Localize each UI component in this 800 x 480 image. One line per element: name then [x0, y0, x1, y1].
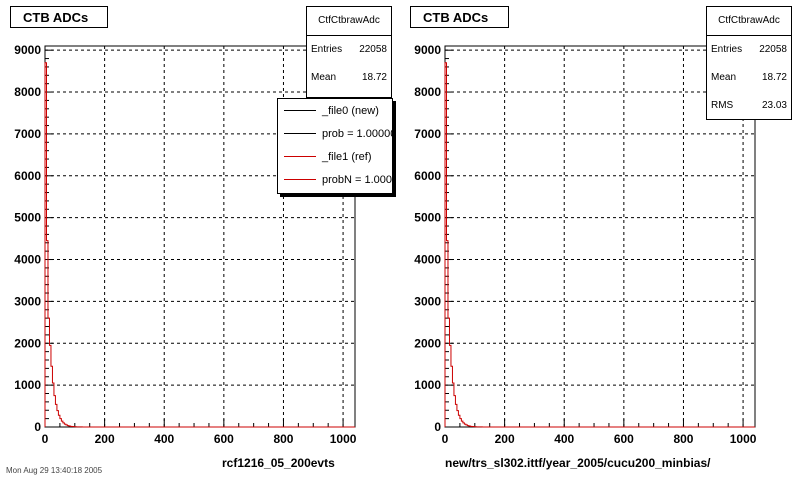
legend-entry: _file1 (ref) [278, 145, 392, 168]
left-stats-label: Entries [311, 44, 343, 55]
left-title-box: CTB ADCs [10, 6, 108, 28]
legend-entry: probN = 1.000000 [278, 168, 392, 191]
x-tick-label: 400 [154, 432, 174, 446]
legend-text: _file1 (ref) [322, 150, 372, 163]
x-tick-label: 1000 [330, 432, 357, 446]
y-tick-label: 8000 [414, 85, 441, 99]
left-x-axis-label: rcf1216_05_200evts [222, 456, 335, 470]
right-stats-box: CtfCtbrawAdc Entries 22058 Mean 18.72 RM… [706, 6, 792, 120]
left-chart-title: CTB ADCs [23, 10, 89, 25]
x-tick-label: 0 [442, 432, 449, 446]
left-legend: _file0 (new) prob = 1.000000 _file1 (ref… [277, 98, 393, 194]
y-tick-label: 4000 [414, 253, 441, 267]
legend-line-black [284, 110, 316, 111]
x-tick-label: 800 [273, 432, 293, 446]
y-tick-label: 4000 [14, 253, 41, 267]
right-stats-name: CtfCtbrawAdc [707, 7, 791, 36]
x-tick-label: 200 [95, 432, 115, 446]
right-stats-label: Mean [711, 72, 737, 83]
right-stats-row-entries: Entries 22058 [707, 36, 791, 64]
y-tick-label: 2000 [14, 336, 41, 350]
y-tick-label: 5000 [414, 211, 441, 225]
y-tick-label: 6000 [414, 169, 441, 183]
y-tick-label: 7000 [414, 127, 441, 141]
histogram-series [444, 62, 755, 428]
x-tick-label: 200 [495, 432, 515, 446]
y-tick-label: 9000 [14, 43, 41, 57]
x-tick-label: 0 [42, 432, 49, 446]
left-stats-value: 22058 [359, 44, 387, 55]
legend-line-red [284, 179, 316, 180]
right-title-box: CTB ADCs [410, 6, 509, 28]
y-tick-label: 1000 [414, 378, 441, 392]
legend-entry: prob = 1.000000 [278, 122, 392, 145]
y-tick-label: 1000 [14, 378, 41, 392]
footer-timestamp: Mon Aug 29 13:40:18 2005 [6, 466, 103, 475]
right-chart-title: CTB ADCs [423, 10, 489, 25]
right-x-axis-label: new/trs_sl302.ittf/year_2005/cucu200_min… [445, 456, 711, 470]
y-tick-label: 5000 [14, 211, 41, 225]
x-tick-label: 800 [673, 432, 693, 446]
x-tick-label: 1000 [730, 432, 757, 446]
legend-line-red [284, 156, 316, 157]
left-stats-value: 18.72 [361, 72, 387, 83]
right-stats-value: 23.03 [761, 100, 787, 111]
y-tick-label: 3000 [414, 294, 441, 308]
legend-text: prob = 1.000000 [322, 127, 392, 140]
left-stats-box: CtfCtbrawAdc Entries 22058 Mean 18.72 [306, 6, 392, 98]
right-stats-row-rms: RMS 23.03 [707, 92, 791, 120]
right-histogram: 0 200 400 600 800 1000 0 1000 2000 3000 4000 5000 60… [414, 43, 757, 446]
right-stats-label: Entries [711, 44, 743, 55]
legend-text: _file0 (new) [322, 104, 379, 117]
right-stats-value: 22058 [759, 44, 787, 55]
legend-text: probN = 1.000000 [322, 173, 393, 186]
left-stats-row-entries: Entries 22058 [307, 36, 391, 64]
y-tick-label: 0 [34, 420, 41, 434]
left-stats-row-mean: Mean 18.72 [307, 64, 391, 92]
y-tick-label: 3000 [14, 294, 41, 308]
left-histogram: 0 200 400 600 800 1000 0 1000 2000 3000 4000 5000 60… [14, 43, 357, 446]
y-tick-label: 9000 [414, 43, 441, 57]
y-tick-label: 0 [434, 420, 441, 434]
y-tick-label: 2000 [414, 336, 441, 350]
histogram-series [44, 62, 355, 428]
y-tick-label: 7000 [14, 127, 41, 141]
legend-entry: _file0 (new) [278, 99, 392, 122]
left-stats-label: Mean [311, 72, 337, 83]
right-stats-value: 18.72 [761, 72, 787, 83]
y-tick-label: 8000 [14, 85, 41, 99]
right-stats-row-mean: Mean 18.72 [707, 64, 791, 92]
x-tick-label: 600 [214, 432, 234, 446]
legend-line-black [284, 133, 316, 134]
x-tick-label: 400 [554, 432, 574, 446]
left-stats-name: CtfCtbrawAdc [307, 7, 391, 36]
y-tick-label: 6000 [14, 169, 41, 183]
right-stats-label: RMS [711, 100, 734, 111]
x-tick-label: 600 [614, 432, 634, 446]
